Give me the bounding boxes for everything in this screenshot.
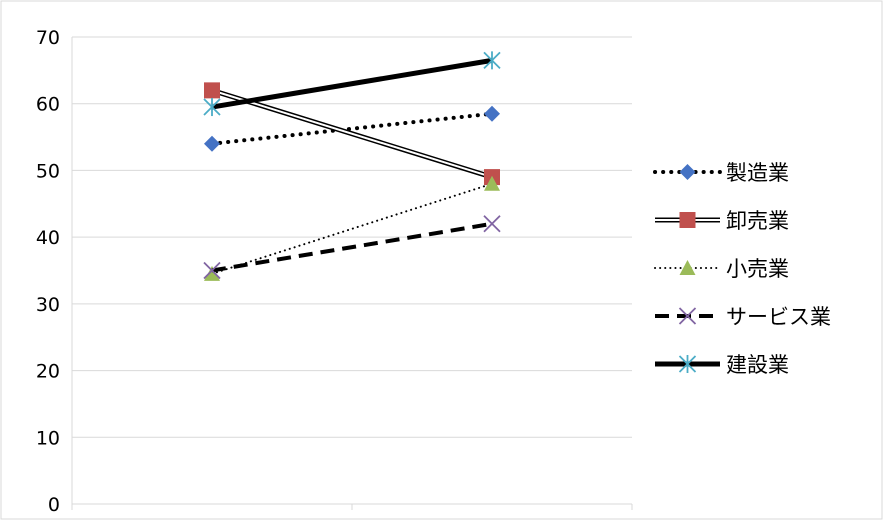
legend-marker-stroke	[678, 307, 697, 325]
series-line	[210, 111, 494, 146]
data-point	[483, 51, 501, 70]
legend-marker	[678, 355, 697, 373]
series-line	[211, 221, 493, 273]
legend-entry: 卸売業	[655, 209, 789, 233]
series-5	[203, 51, 501, 117]
y-tick-label: 70	[36, 27, 60, 49]
data-point	[204, 265, 220, 281]
legend-entry: 小売業	[654, 257, 789, 281]
legend-entry: 建設業	[655, 353, 789, 377]
data-point	[203, 261, 221, 280]
series-3	[204, 175, 500, 281]
data-point	[484, 105, 500, 122]
data-point-stroke	[203, 261, 221, 280]
y-tick-label: 10	[36, 427, 60, 449]
series-2	[204, 82, 500, 186]
y-tick-label: 50	[36, 160, 60, 182]
series-line	[211, 182, 493, 275]
legend-label: サービス業	[726, 305, 831, 329]
data-point	[203, 98, 221, 117]
legend-entry: サービス業	[655, 305, 831, 329]
series-1	[204, 105, 500, 152]
y-tick-label: 60	[36, 94, 60, 116]
legend-label: 小売業	[726, 257, 789, 281]
data-point	[484, 175, 500, 191]
plot-area: 0 10 20 30 40 50 60 70	[36, 27, 633, 516]
y-tick-label: 40	[36, 227, 60, 249]
data-point	[204, 135, 220, 152]
legend-marker	[679, 260, 696, 275]
data-point	[483, 215, 501, 233]
legend-label: 卸売業	[726, 209, 789, 233]
legend-marker	[678, 307, 697, 325]
y-tick-label: 30	[36, 294, 60, 316]
series-line	[211, 87, 493, 180]
data-point-stroke	[483, 215, 501, 233]
legend-label: 建設業	[726, 353, 789, 377]
legend-marker	[679, 164, 696, 180]
series-4	[203, 215, 501, 280]
series-line-inner	[211, 89, 493, 179]
data-point	[204, 82, 220, 99]
legend-label: 製造業	[726, 161, 789, 185]
y-tick-label: 0	[48, 494, 60, 516]
legend-marker	[679, 212, 696, 228]
legend-entry: 製造業	[653, 161, 789, 185]
series-line	[211, 57, 493, 110]
y-tick-label: 20	[36, 361, 60, 383]
